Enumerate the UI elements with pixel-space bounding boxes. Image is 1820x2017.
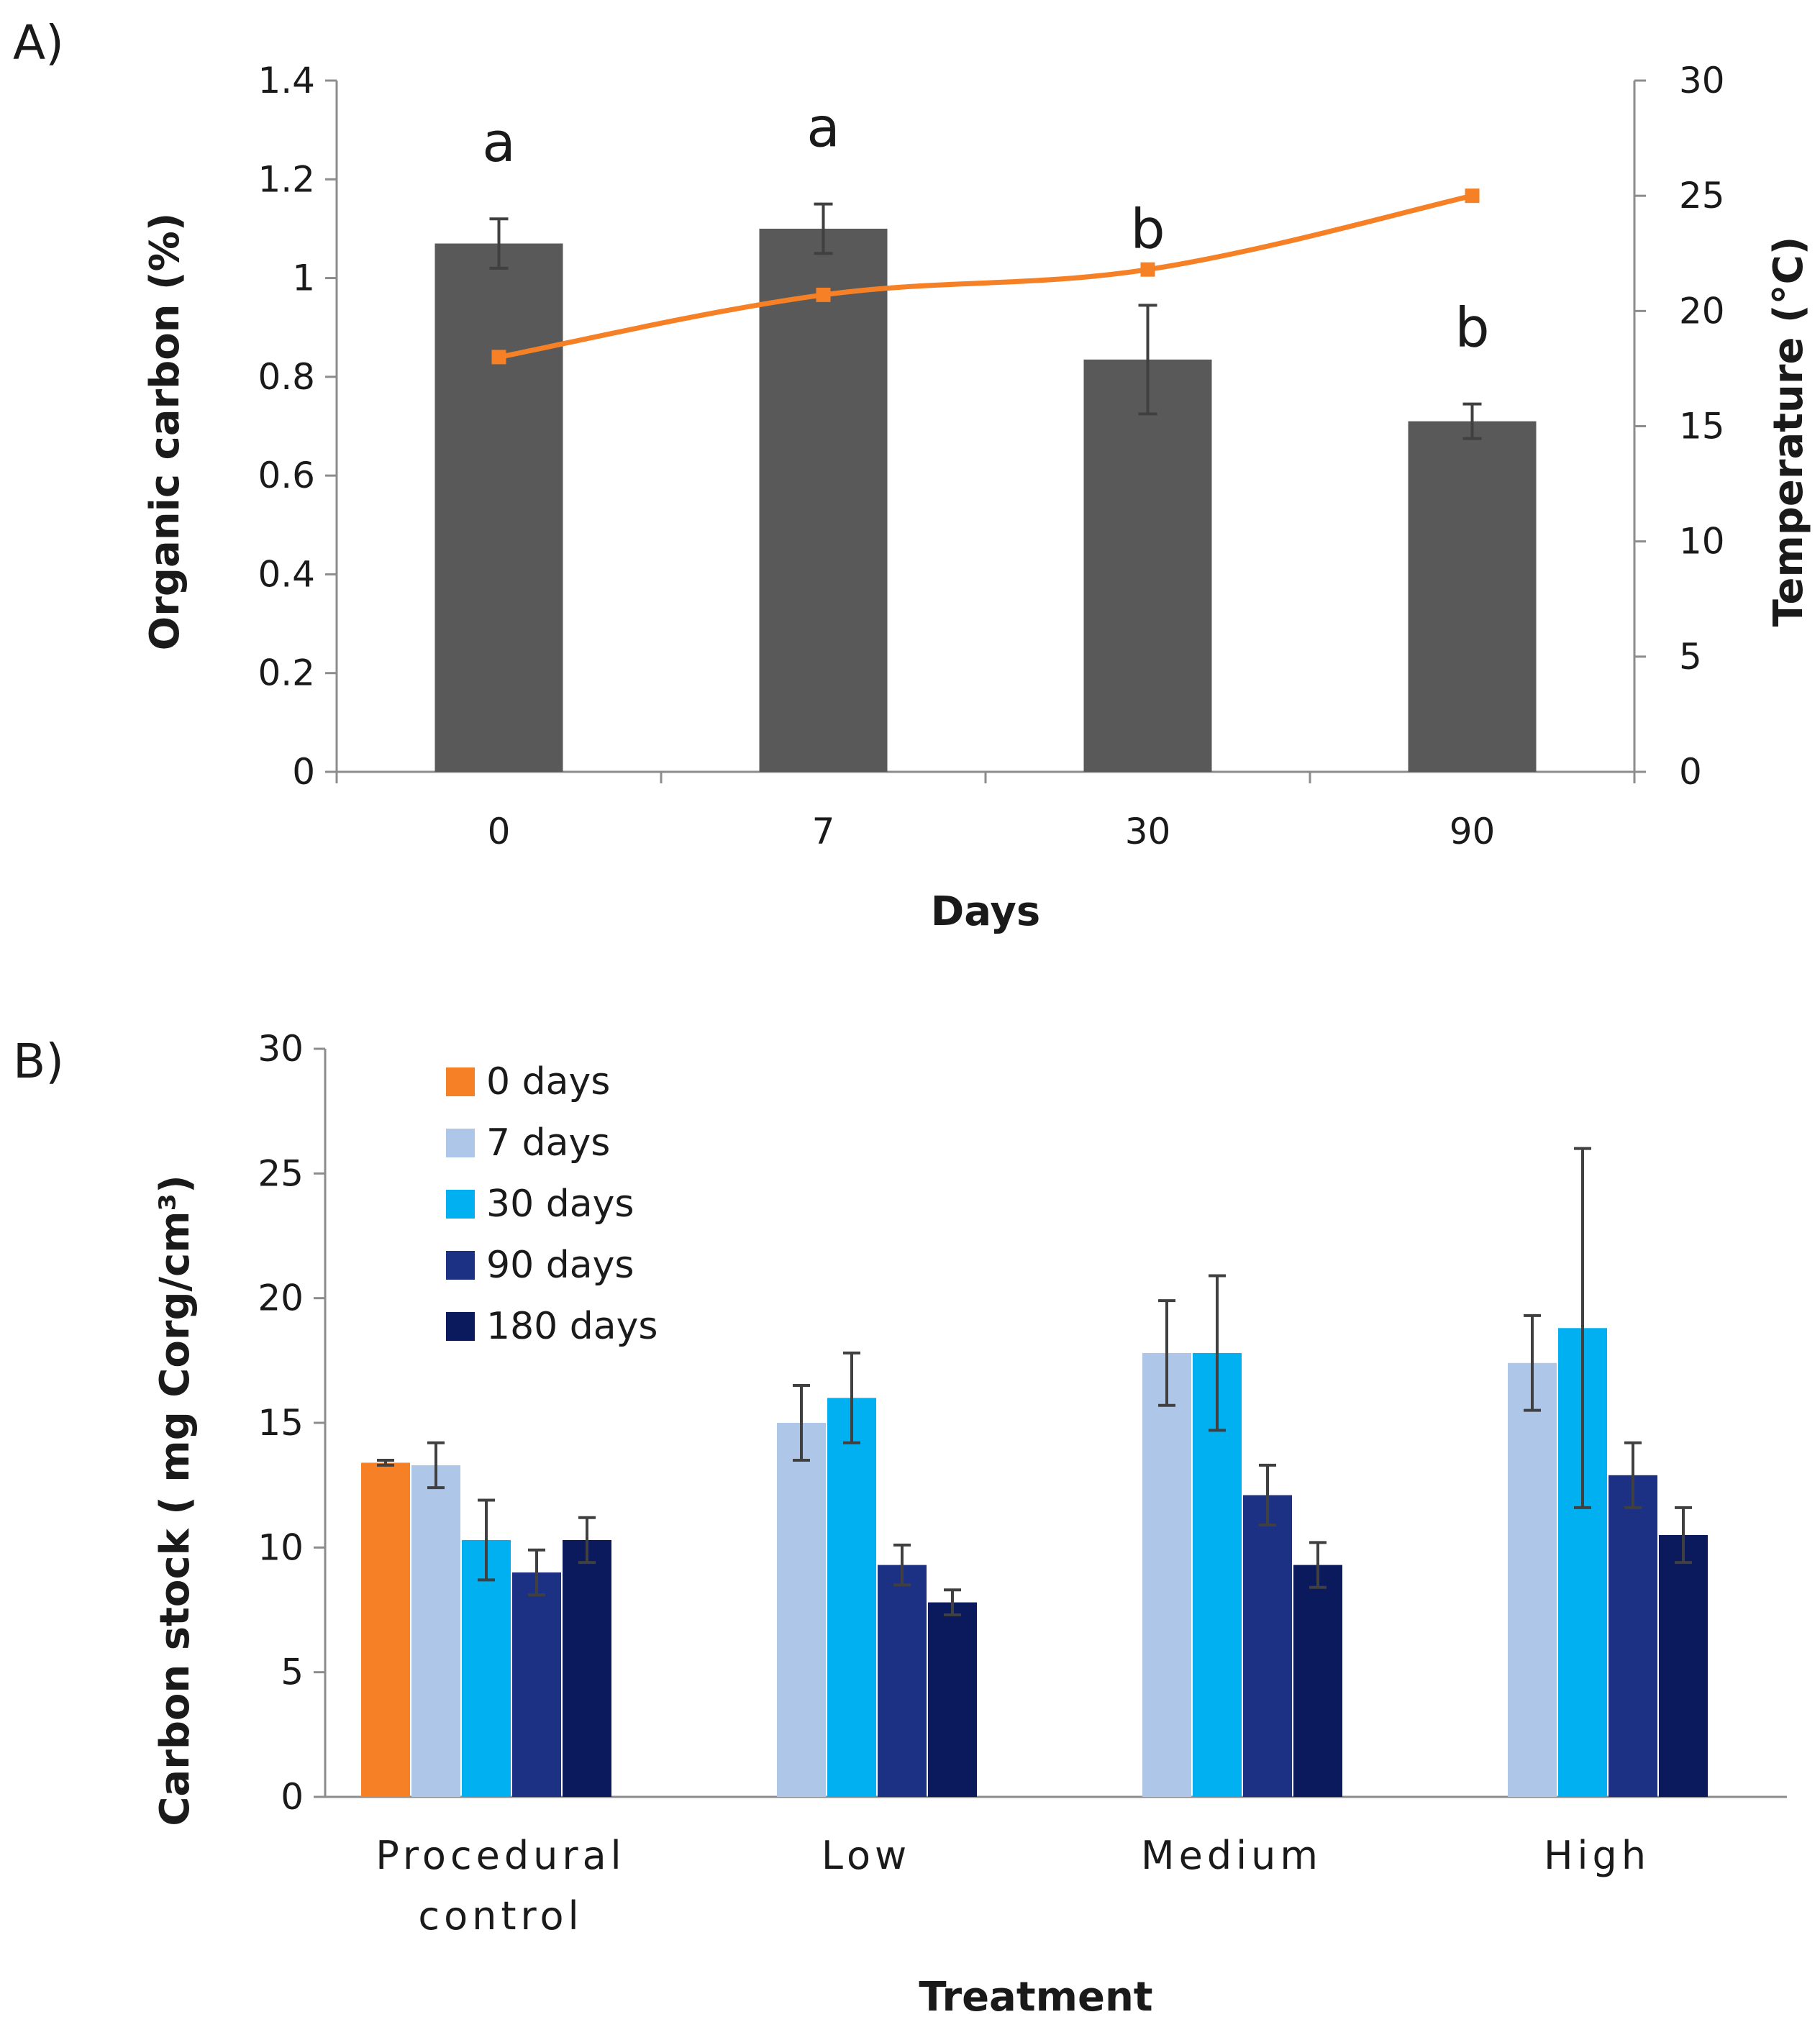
panel-a-text: 0 7 30 90 a a b b: [482, 96, 1495, 852]
panel-b-error-bars: [377, 1147, 1692, 1616]
b-bar: [1659, 1535, 1708, 1797]
a-y2-tick-label: 20: [1679, 290, 1725, 332]
panel-b-bars: [361, 1328, 1708, 1797]
a-y2-tick-label: 5: [1679, 636, 1702, 678]
b-bar: [512, 1572, 561, 1797]
panel-a-y2-axis-title: Temperature (°C): [1765, 237, 1812, 627]
panel-b-y-axis-title: Carbon stock ( mg Corg/cm³): [152, 1175, 199, 1826]
a-x-tick-label: 90: [1450, 811, 1496, 852]
panel-a-chart: A) 0 0.2 0.4 0.6 0.8 1 1.2 1.4 0 5 10 15 20 25 30 0 7 30…: [13, 15, 1812, 935]
b-y-tick-label: 5: [281, 1652, 304, 1693]
a-temperature-marker: [1140, 262, 1155, 277]
a-significance-letter: a: [806, 96, 840, 160]
b-legend-swatch: [446, 1067, 475, 1096]
b-legend-label: 180 days: [486, 1305, 658, 1348]
b-legend-swatch: [446, 1190, 475, 1219]
b-y-tick-label: 15: [258, 1402, 304, 1444]
b-legend-label: 0 days: [486, 1060, 610, 1103]
panel-b-legend: 0 days 7 days 30 days 90 days 180 days: [446, 1060, 658, 1348]
a-bar: [1083, 359, 1212, 772]
b-bar: [928, 1602, 977, 1797]
b-x-tick-label: Low: [822, 1833, 911, 1878]
b-bar: [462, 1539, 511, 1797]
b-y-tick-label: 10: [258, 1526, 304, 1568]
a-temperature-line: [498, 193, 1473, 360]
b-y-tick-label: 0: [281, 1776, 304, 1818]
b-x-tick-label: control: [418, 1893, 583, 1939]
panel-a-temperature-line: [491, 188, 1480, 365]
b-legend-swatch: [446, 1251, 475, 1280]
panel-a-y-axis-title: Organic carbon (%): [142, 213, 188, 651]
a-y-tick-label: 1.4: [258, 60, 315, 101]
panel-a-axes: 0 0.2 0.4 0.6 0.8 1 1.2 1.4 0 5 10 15 20 25 30: [258, 60, 1724, 793]
panel-a-x-axis-title: Days: [931, 888, 1040, 935]
b-bar: [777, 1423, 826, 1797]
a-y2-tick-label: 10: [1679, 521, 1725, 563]
b-y-tick-label: 30: [258, 1028, 304, 1070]
a-significance-letter: b: [1130, 196, 1165, 260]
a-temperature-marker: [816, 287, 831, 302]
panel-b-x-axis-title: Treatment: [919, 1974, 1152, 2017]
a-y2-tick-label: 30: [1679, 60, 1725, 101]
b-bar: [361, 1462, 410, 1797]
a-y-tick-label: 0.4: [258, 553, 315, 595]
b-y-tick-label: 20: [258, 1278, 304, 1319]
b-x-tick-label: Procedural: [376, 1833, 625, 1878]
b-legend-label: 7 days: [486, 1121, 610, 1165]
a-y-tick-label: 0.2: [258, 652, 315, 694]
panel-b-chart: B) 0 5 10 15 20 25 30 Procedural control Low Medi…: [13, 1028, 1787, 2017]
panel-a-label: A): [13, 15, 64, 70]
a-temperature-marker: [1465, 188, 1480, 204]
a-y2-tick-label: 15: [1679, 406, 1725, 447]
b-bar: [1293, 1565, 1342, 1797]
a-bar: [1408, 421, 1537, 772]
a-y2-tick-label: 0: [1679, 751, 1702, 793]
a-x-tick-label: 30: [1125, 811, 1171, 852]
a-y2-tick-label: 25: [1679, 175, 1725, 217]
b-legend-swatch: [446, 1312, 475, 1341]
b-bar: [1508, 1362, 1557, 1797]
b-bar: [411, 1465, 460, 1797]
b-x-tick-label: Medium: [1141, 1833, 1322, 1878]
a-y-tick-label: 0: [292, 751, 315, 793]
b-bar: [563, 1539, 611, 1797]
b-x-tick-label: High: [1544, 1833, 1650, 1878]
a-x-tick-label: 0: [488, 811, 511, 852]
a-y-tick-label: 0.8: [258, 356, 315, 398]
a-y-tick-label: 1.2: [258, 158, 315, 200]
panel-b-text: Procedural control Low Medium High: [376, 1833, 1650, 1939]
a-x-tick-label: 7: [812, 811, 835, 852]
panel-b-axes: 0 5 10 15 20 25 30: [258, 1028, 1787, 1818]
panel-a-bars: [434, 228, 1537, 772]
a-bar: [759, 228, 888, 772]
a-y-tick-label: 1: [292, 258, 315, 299]
b-bar: [1142, 1352, 1191, 1797]
a-significance-letter: b: [1455, 296, 1489, 360]
panel-b-label: B): [13, 1034, 64, 1089]
b-bar: [1243, 1495, 1292, 1797]
b-legend-label: 90 days: [486, 1244, 634, 1287]
b-legend-label: 30 days: [486, 1183, 634, 1226]
b-y-tick-label: 25: [258, 1152, 304, 1194]
panel-a-error-bars: [489, 202, 1482, 440]
b-bar: [827, 1398, 876, 1797]
a-y-tick-label: 0.6: [258, 455, 315, 496]
b-bar: [1609, 1475, 1657, 1797]
b-bar: [878, 1565, 927, 1797]
a-temperature-marker: [491, 350, 506, 365]
a-bar: [434, 243, 563, 772]
b-legend-swatch: [446, 1129, 475, 1157]
a-significance-letter: a: [482, 110, 516, 174]
